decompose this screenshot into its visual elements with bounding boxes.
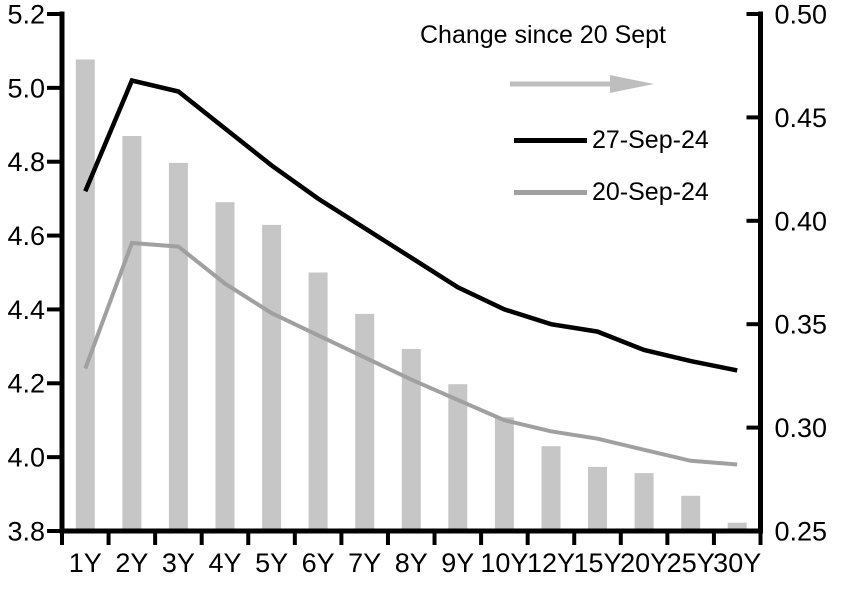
line-20-sep-24 bbox=[83, 240, 738, 467]
x-axis-label-20Y: 20Y bbox=[620, 548, 668, 578]
bar-9Y bbox=[448, 384, 468, 533]
x-axis-label-3Y: 3Y bbox=[162, 548, 195, 578]
left-axis-tick-label: 5.0 bbox=[7, 73, 45, 103]
x-axis-label-30Y: 30Y bbox=[713, 548, 761, 578]
bar-5Y bbox=[262, 224, 282, 533]
x-axis-label-2Y: 2Y bbox=[115, 548, 148, 578]
left-axis-tick-label: 4.2 bbox=[7, 369, 45, 399]
bar-2Y bbox=[122, 136, 142, 533]
x-axis-label-9Y: 9Y bbox=[441, 548, 474, 578]
line-27-sep-24 bbox=[83, 77, 738, 373]
left-axis-tick-label: 4.4 bbox=[7, 295, 45, 325]
bar-20Y bbox=[634, 473, 654, 533]
right-axis-tick-label: 0.50 bbox=[775, 0, 828, 29]
bar-1Y bbox=[75, 59, 95, 533]
right-axis-tick-label: 0.45 bbox=[775, 103, 828, 133]
bar-30Y bbox=[727, 522, 747, 533]
x-axis-label-6Y: 6Y bbox=[302, 548, 335, 578]
x-axis-label-10Y: 10Y bbox=[480, 548, 528, 578]
x-axis-label-4Y: 4Y bbox=[208, 548, 241, 578]
left-axis-tick-label: 4.0 bbox=[7, 443, 45, 473]
bar-12Y bbox=[541, 446, 561, 533]
right-axis-tick-label: 0.25 bbox=[775, 516, 828, 546]
bar-15Y bbox=[588, 466, 607, 533]
x-axis-label-1Y: 1Y bbox=[69, 548, 102, 578]
x-axis-label-5Y: 5Y bbox=[255, 548, 288, 578]
bar-4Y bbox=[215, 202, 235, 533]
x-axis-label-15Y: 15Y bbox=[573, 548, 621, 578]
right-axis-tick-label: 0.40 bbox=[775, 206, 828, 236]
right-axis-tick-label: 0.35 bbox=[775, 310, 828, 340]
bar-3Y bbox=[168, 162, 188, 533]
x-axis-label-25Y: 25Y bbox=[667, 548, 715, 578]
left-axis-tick-label: 4.8 bbox=[7, 147, 45, 177]
left-axis-tick-label: 3.8 bbox=[7, 516, 45, 546]
x-axis-label-8Y: 8Y bbox=[395, 548, 428, 578]
x-axis-label-12Y: 12Y bbox=[527, 548, 575, 578]
right-axis-tick-label: 0.30 bbox=[775, 413, 828, 443]
bar-8Y bbox=[401, 349, 421, 533]
bar-25Y bbox=[681, 495, 701, 533]
left-axis-tick-label: 4.6 bbox=[7, 221, 45, 251]
bar-7Y bbox=[355, 313, 375, 533]
bar-10Y bbox=[494, 417, 514, 533]
left-axis-tick-label: 5.2 bbox=[7, 0, 45, 29]
bar-6Y bbox=[308, 272, 328, 533]
x-axis-label-7Y: 7Y bbox=[348, 548, 381, 578]
